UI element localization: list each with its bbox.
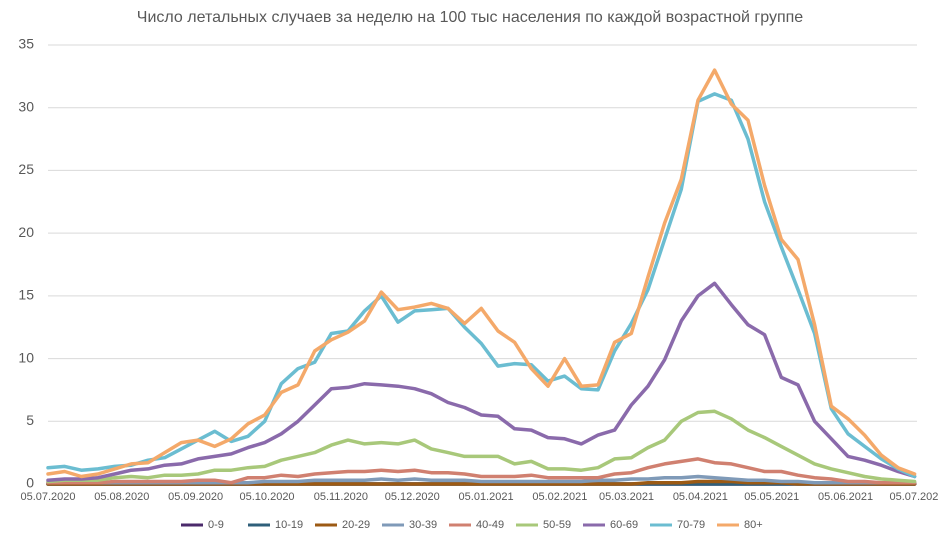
y-tick-label: 15 bbox=[18, 287, 34, 303]
y-tick-label: 20 bbox=[18, 224, 34, 240]
y-tick-label: 30 bbox=[18, 98, 34, 114]
series-line bbox=[46, 68, 917, 479]
x-tick-label: 05.10.2020 bbox=[240, 491, 295, 503]
legend-label: 0-9 bbox=[208, 519, 224, 531]
x-tick-label: 05.02.2021 bbox=[532, 491, 587, 503]
x-tick-label: 05.05.2021 bbox=[744, 491, 799, 503]
x-tick-label: 05.01.2021 bbox=[459, 491, 514, 503]
chart-title: Число летальных случаев за неделю на 100… bbox=[137, 9, 804, 26]
x-tick-label: 05.06.2021 bbox=[818, 491, 873, 503]
series-line bbox=[46, 281, 917, 482]
y-tick-label: 5 bbox=[26, 412, 34, 428]
legend-label: 20-29 bbox=[342, 519, 370, 531]
series-line bbox=[46, 409, 917, 484]
y-tick-label: 25 bbox=[18, 161, 34, 177]
legend-label: 10-19 bbox=[275, 519, 303, 531]
x-tick-label: 05.03.2021 bbox=[599, 491, 654, 503]
x-tick-label: 05.07.2020 bbox=[20, 491, 75, 503]
x-tick-label: 05.11.2020 bbox=[314, 491, 368, 503]
y-tick-label: 0 bbox=[26, 475, 34, 491]
y-tick-label: 35 bbox=[18, 36, 34, 52]
legend-label: 50-59 bbox=[543, 519, 571, 531]
legend-label: 70-79 bbox=[677, 519, 705, 531]
series-line bbox=[46, 474, 917, 485]
x-tick-label: 05.04.2021 bbox=[673, 491, 728, 503]
x-tick-label: 05.07.2021 bbox=[889, 491, 938, 503]
legend-label: 40-49 bbox=[476, 519, 504, 531]
legend-label: 30-39 bbox=[409, 519, 437, 531]
x-tick-label: 05.09.2020 bbox=[168, 491, 223, 503]
x-tick-label: 05.08.2020 bbox=[94, 491, 149, 503]
y-tick-label: 10 bbox=[18, 349, 34, 365]
legend-label: 60-69 bbox=[610, 519, 638, 531]
legend-label: 80+ bbox=[744, 519, 763, 531]
series-line bbox=[46, 457, 917, 485]
series-line bbox=[46, 92, 917, 479]
x-tick-label: 05.12.2020 bbox=[385, 491, 440, 503]
